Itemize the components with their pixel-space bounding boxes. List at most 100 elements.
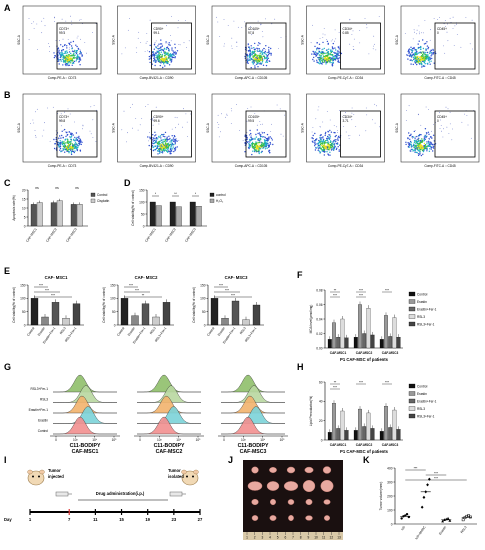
event-dot (249, 129, 251, 132)
event-dot (351, 34, 353, 35)
event-dot (414, 137, 416, 139)
event-dot (62, 38, 64, 40)
significance-label: *** (129, 283, 133, 287)
gate-label: CD34+ (343, 27, 353, 31)
sample-title: CAF-MSC3 (240, 449, 267, 455)
event-dot (58, 51, 60, 53)
event-dot (418, 56, 421, 58)
event-dot (410, 59, 412, 61)
event-dot (226, 113, 228, 115)
event-dot (365, 107, 367, 109)
event-dot (71, 143, 74, 145)
bar (30, 204, 37, 227)
gate-percent: 99.6 (154, 119, 160, 123)
event-dot (265, 64, 268, 67)
event-dot (415, 148, 417, 150)
event-dot (255, 59, 257, 61)
event-dot (250, 106, 252, 108)
event-dot (427, 142, 430, 144)
event-dot (412, 145, 414, 147)
event-dot (321, 59, 323, 61)
event-dot (430, 52, 432, 54)
event-dot (465, 17, 467, 18)
event-dot (135, 47, 137, 49)
event-dot (155, 106, 157, 108)
bar (41, 316, 49, 326)
event-dot (348, 135, 349, 137)
event-dot (250, 134, 252, 136)
event-dot (405, 120, 407, 121)
event-dot (335, 56, 337, 58)
event-dot (166, 61, 168, 64)
event-dot (169, 137, 171, 140)
event-dot (58, 60, 60, 62)
event-dot (267, 144, 270, 147)
tumor-sample (251, 498, 259, 506)
event-dot (244, 25, 246, 27)
event-dot (261, 131, 263, 133)
event-dot (60, 53, 62, 56)
event-dot (66, 50, 68, 52)
event-dot (54, 16, 55, 18)
event-dot (137, 129, 139, 131)
event-dot (153, 146, 155, 148)
event-dot (349, 43, 351, 45)
event-dot (156, 142, 159, 145)
x-axis-label: Comp-BV421-A :: CD90 (140, 76, 174, 80)
event-dot (79, 140, 80, 142)
event-dot (66, 141, 68, 143)
event-dot (157, 47, 159, 50)
event-dot (49, 51, 50, 52)
event-dot (420, 154, 423, 157)
event-dot (171, 47, 173, 49)
event-dot (348, 138, 350, 139)
event-dot (53, 138, 55, 141)
event-dot (412, 53, 415, 56)
y-tick-label: 40 (319, 400, 323, 404)
tumor-sample (251, 466, 259, 474)
event-dot (278, 48, 279, 49)
event-dot (430, 55, 432, 57)
event-dot (177, 20, 179, 21)
event-dot (255, 133, 257, 136)
event-dot (89, 130, 91, 132)
event-dot (95, 141, 97, 143)
event-dot (73, 60, 76, 63)
event-dot (254, 65, 256, 67)
event-dot (326, 137, 328, 140)
event-dot (70, 135, 73, 137)
event-dot (419, 143, 422, 146)
event-dot (464, 113, 465, 115)
event-dot (424, 59, 426, 61)
event-dot (326, 151, 328, 153)
bar (358, 304, 362, 349)
event-dot (327, 56, 329, 58)
event-dot (92, 137, 94, 138)
event-dot (320, 62, 322, 65)
significance-label: *** (414, 466, 418, 470)
event-dot (159, 43, 162, 45)
event-dot (171, 49, 173, 51)
y-axis-title: Tumor volume(mm³) (379, 482, 383, 511)
event-dot (168, 145, 170, 147)
event-dot (256, 61, 258, 63)
event-dot (422, 51, 424, 53)
event-dot (77, 146, 79, 148)
event-dot (338, 150, 340, 152)
event-dot (166, 138, 169, 141)
event-dot (158, 57, 161, 59)
bar (210, 298, 219, 326)
event-dot (258, 42, 260, 44)
event-dot (72, 146, 74, 148)
event-dot (168, 138, 170, 141)
legend-swatch (408, 413, 416, 419)
category-label: Erastin (438, 525, 447, 536)
event-dot (244, 142, 246, 144)
event-dot (329, 146, 331, 148)
event-dot (167, 148, 170, 150)
event-dot (65, 52, 67, 55)
histogram-curve (137, 406, 201, 424)
event-dot (59, 143, 61, 145)
